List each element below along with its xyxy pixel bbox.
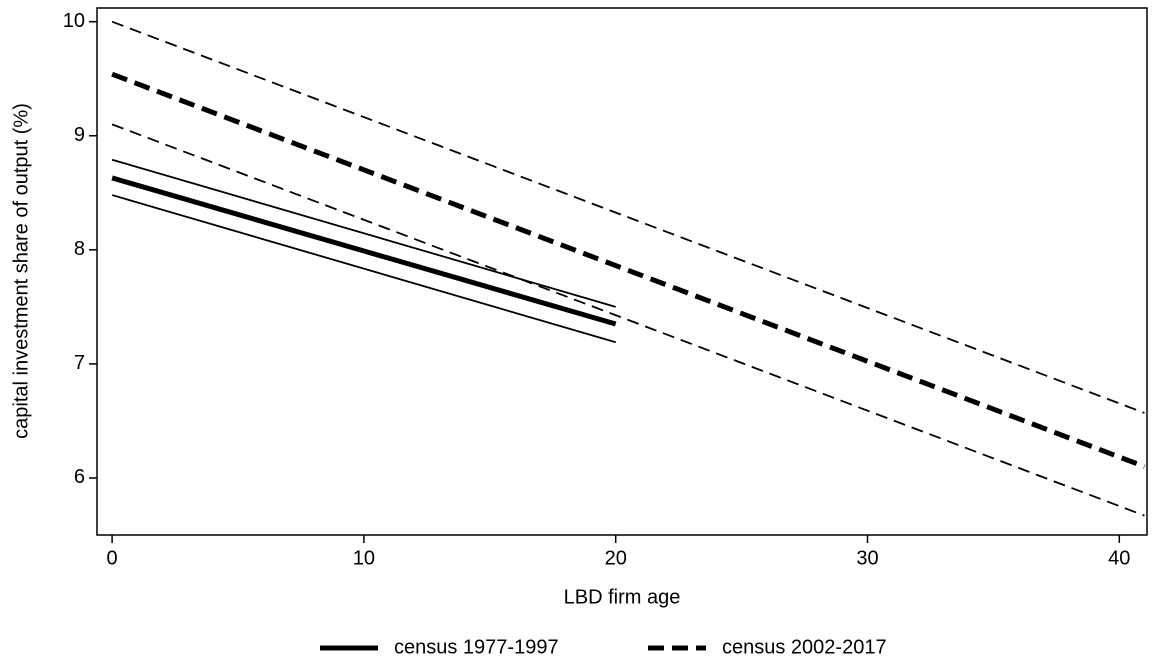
legend-label: census 2002-2017 (722, 636, 887, 658)
x-tick-label: 0 (107, 547, 118, 569)
ci-upper (111, 158, 616, 308)
x-tick-label: 40 (1108, 547, 1130, 569)
y-axis-title: capital investment share of output (%) (10, 103, 32, 439)
y-tick-label: 10 (63, 10, 85, 32)
y-tick-label: 9 (74, 124, 85, 146)
y-tick-label: 6 (74, 466, 85, 488)
x-tick-label: 30 (856, 547, 878, 569)
x-tick-label: 20 (605, 547, 627, 569)
x-tick-label: 10 (353, 547, 375, 569)
ci-upper (111, 20, 1145, 414)
y-tick-label: 8 (74, 238, 85, 260)
ci-lower (111, 194, 616, 344)
line (111, 71, 1146, 469)
line (111, 175, 617, 327)
y-tick-label: 7 (74, 352, 85, 374)
plot-frame (96, 7, 1148, 536)
legend-label: census 1977-1997 (394, 636, 559, 658)
ci-lower (111, 123, 1145, 517)
x-axis-title: LBD firm age (564, 586, 681, 608)
